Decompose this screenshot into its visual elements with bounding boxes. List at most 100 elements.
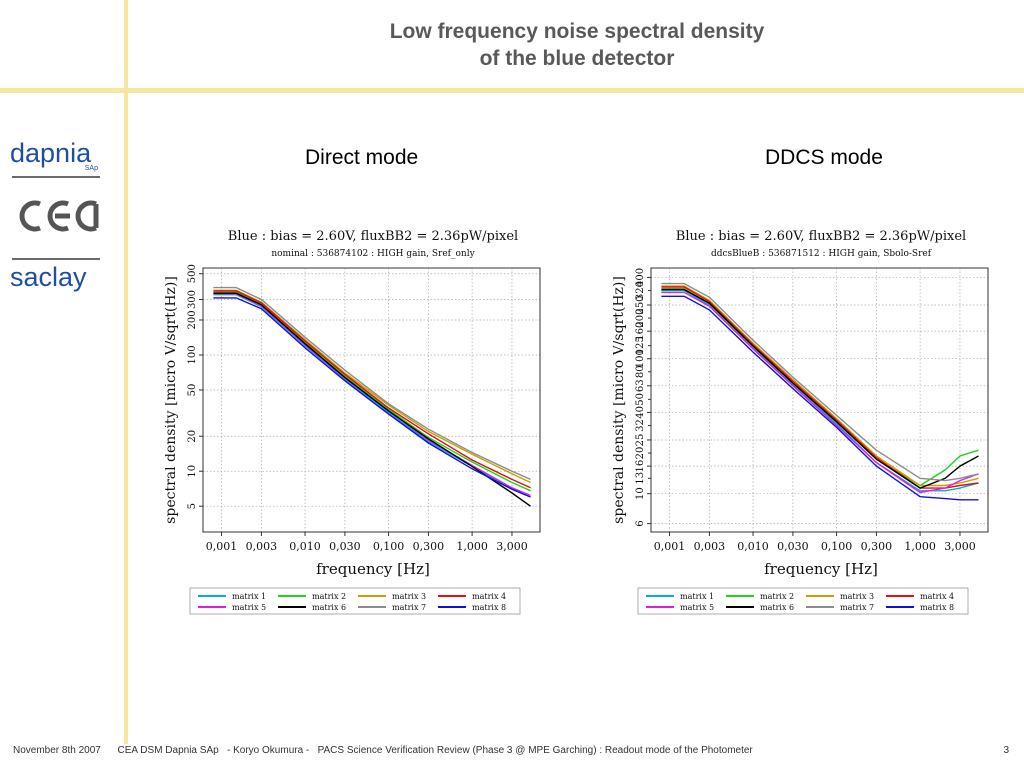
x-tick-label: 0,003 xyxy=(694,540,726,553)
chart-ddcs-mode: Blue : bias = 2.60V, fluxBB2 = 2.36pW/pi… xyxy=(611,212,993,622)
plot-frame xyxy=(202,267,541,533)
legend-label: matrix 6 xyxy=(760,603,794,612)
x-tick-label: 0,100 xyxy=(821,540,853,553)
series-line-matrix-4 xyxy=(213,290,531,489)
vertical-accent-line xyxy=(124,0,128,744)
x-tick-label: 0,100 xyxy=(373,540,405,553)
x-tick-label: 3,000 xyxy=(944,540,976,553)
series-line-matrix-2 xyxy=(661,287,979,487)
y-tick-label: 25 xyxy=(635,434,646,447)
slide-title-line-2: of the blue detector xyxy=(479,47,675,70)
legend-label: matrix 5 xyxy=(680,603,714,612)
legend-label: matrix 4 xyxy=(472,592,506,601)
y-tick-label: 10 xyxy=(187,465,198,478)
ddcs-mode-label: DDCS mode xyxy=(765,146,883,169)
x-tick-label: 0,010 xyxy=(737,540,769,553)
y-axis-label: spectral density [micro V/sqrt(Hz)] xyxy=(613,276,627,524)
series-line-matrix-4 xyxy=(661,286,979,489)
y-tick-label: 160 xyxy=(635,322,646,341)
y-tick-label: 6 xyxy=(635,520,646,526)
x-tick-label: 1,000 xyxy=(904,540,936,553)
saclay-logo-text: saclay xyxy=(10,262,87,292)
dapnia-logo-subtext: SAp xyxy=(84,165,98,172)
legend-label: matrix 8 xyxy=(472,603,506,612)
y-tick-label: 200 xyxy=(635,309,646,328)
chart-title: Blue : bias = 2.60V, fluxBB2 = 2.36pW/pi… xyxy=(228,229,518,244)
chart-title: Blue : bias = 2.60V, fluxBB2 = 2.36pW/pi… xyxy=(676,229,966,244)
legend-label: matrix 1 xyxy=(232,592,266,601)
x-tick-label: 0,010 xyxy=(289,540,321,553)
y-tick-label: 50 xyxy=(187,384,198,397)
y-tick-label: 400 xyxy=(635,268,646,287)
x-axis-label: frequency [Hz] xyxy=(316,560,430,578)
footer: November 8th 2007 CEA DSM Dapnia SAp - K… xyxy=(13,745,753,756)
series-line-matrix-7 xyxy=(213,286,531,481)
cea-logo-icon xyxy=(10,196,102,241)
series-line-matrix-3 xyxy=(661,285,979,487)
x-tick-label: 0,030 xyxy=(329,540,361,553)
y-tick-label: 32 xyxy=(635,419,646,432)
logo-divider-bottom xyxy=(12,258,100,260)
y-tick-label: 16 xyxy=(635,460,646,473)
y-tick-label: 300 xyxy=(187,290,198,309)
legend-box xyxy=(637,587,969,615)
legend-label: matrix 4 xyxy=(920,592,954,601)
series-line-matrix-8 xyxy=(213,297,531,498)
x-tick-label: 0,001 xyxy=(206,540,238,553)
x-tick-label: 3,000 xyxy=(496,540,528,553)
y-tick-label: 20 xyxy=(635,447,646,460)
x-tick-label: 0,003 xyxy=(246,540,278,553)
logo-divider-top xyxy=(12,176,100,178)
y-tick-label: 320 xyxy=(635,281,646,300)
y-tick-label: 13 xyxy=(635,472,646,485)
legend-label: matrix 2 xyxy=(760,592,794,601)
plot-frame xyxy=(650,267,989,533)
slide-title: Low frequency noise spectral density of … xyxy=(130,18,1024,72)
x-tick-label: 0,300 xyxy=(861,540,893,553)
x-axis-label: frequency [Hz] xyxy=(764,560,878,578)
x-tick-label: 0,001 xyxy=(654,540,686,553)
legend-label: matrix 5 xyxy=(232,603,266,612)
page-number: 3 xyxy=(1003,745,1009,756)
legend-label: matrix 3 xyxy=(840,592,874,601)
x-tick-label: 0,300 xyxy=(413,540,445,553)
legend-label: matrix 2 xyxy=(312,592,346,601)
y-tick-label: 20 xyxy=(187,430,198,443)
chart-ddcs-svg: Blue : bias = 2.60V, fluxBB2 = 2.36pW/pi… xyxy=(611,229,989,615)
series-line-matrix-8 xyxy=(661,295,979,501)
legend-label: matrix 8 xyxy=(920,603,954,612)
chart-direct-svg: Blue : bias = 2.60V, fluxBB2 = 2.36pW/pi… xyxy=(163,229,541,615)
y-tick-label: 200 xyxy=(187,310,198,329)
dapnia-logo: dapnia SAp xyxy=(10,138,102,172)
direct-mode-label: Direct mode xyxy=(305,146,419,169)
series-line-matrix-7 xyxy=(661,282,979,482)
chart-subtitle: ddcsBlueB : 536871512 : HIGH gain, Sbolo… xyxy=(711,249,932,259)
legend-label: matrix 7 xyxy=(392,603,426,612)
footer-text: CEA DSM Dapnia SAp - Koryo Okumura - PAC… xyxy=(117,745,753,756)
x-tick-label: 0,030 xyxy=(777,540,809,553)
chart-subtitle: nominal : 536874102 : HIGH gain, Sref_on… xyxy=(271,249,475,259)
x-tick-label: 1,000 xyxy=(456,540,488,553)
y-tick-label: 500 xyxy=(187,264,198,283)
legend-label: matrix 7 xyxy=(840,603,874,612)
legend-label: matrix 1 xyxy=(680,592,714,601)
y-tick-label: 80 xyxy=(635,365,646,378)
dapnia-logo-text: dapnia xyxy=(10,138,92,168)
series-line-matrix-3 xyxy=(213,289,531,484)
y-tick-label: 63 xyxy=(635,379,646,392)
y-tick-label: 100 xyxy=(187,345,198,364)
series-line-matrix-1 xyxy=(661,289,979,492)
legend-label: matrix 6 xyxy=(312,603,346,612)
y-tick-label: 10 xyxy=(635,487,646,500)
y-axis-label: spectral density [micro V/sqrt(Hz)] xyxy=(165,276,179,524)
horizontal-accent-line xyxy=(0,88,1024,93)
legend-label: matrix 3 xyxy=(392,592,426,601)
y-tick-label: 40 xyxy=(635,406,646,419)
series-line-matrix-5 xyxy=(661,291,979,494)
slide-title-line-1: Low frequency noise spectral density xyxy=(389,20,765,43)
chart-direct-mode: Blue : bias = 2.60V, fluxBB2 = 2.36pW/pi… xyxy=(163,212,545,622)
y-tick-label: 100 xyxy=(635,349,646,368)
y-tick-label: 250 xyxy=(635,295,646,314)
footer-date: November 8th 2007 xyxy=(13,745,101,756)
y-tick-label: 125 xyxy=(635,336,646,355)
